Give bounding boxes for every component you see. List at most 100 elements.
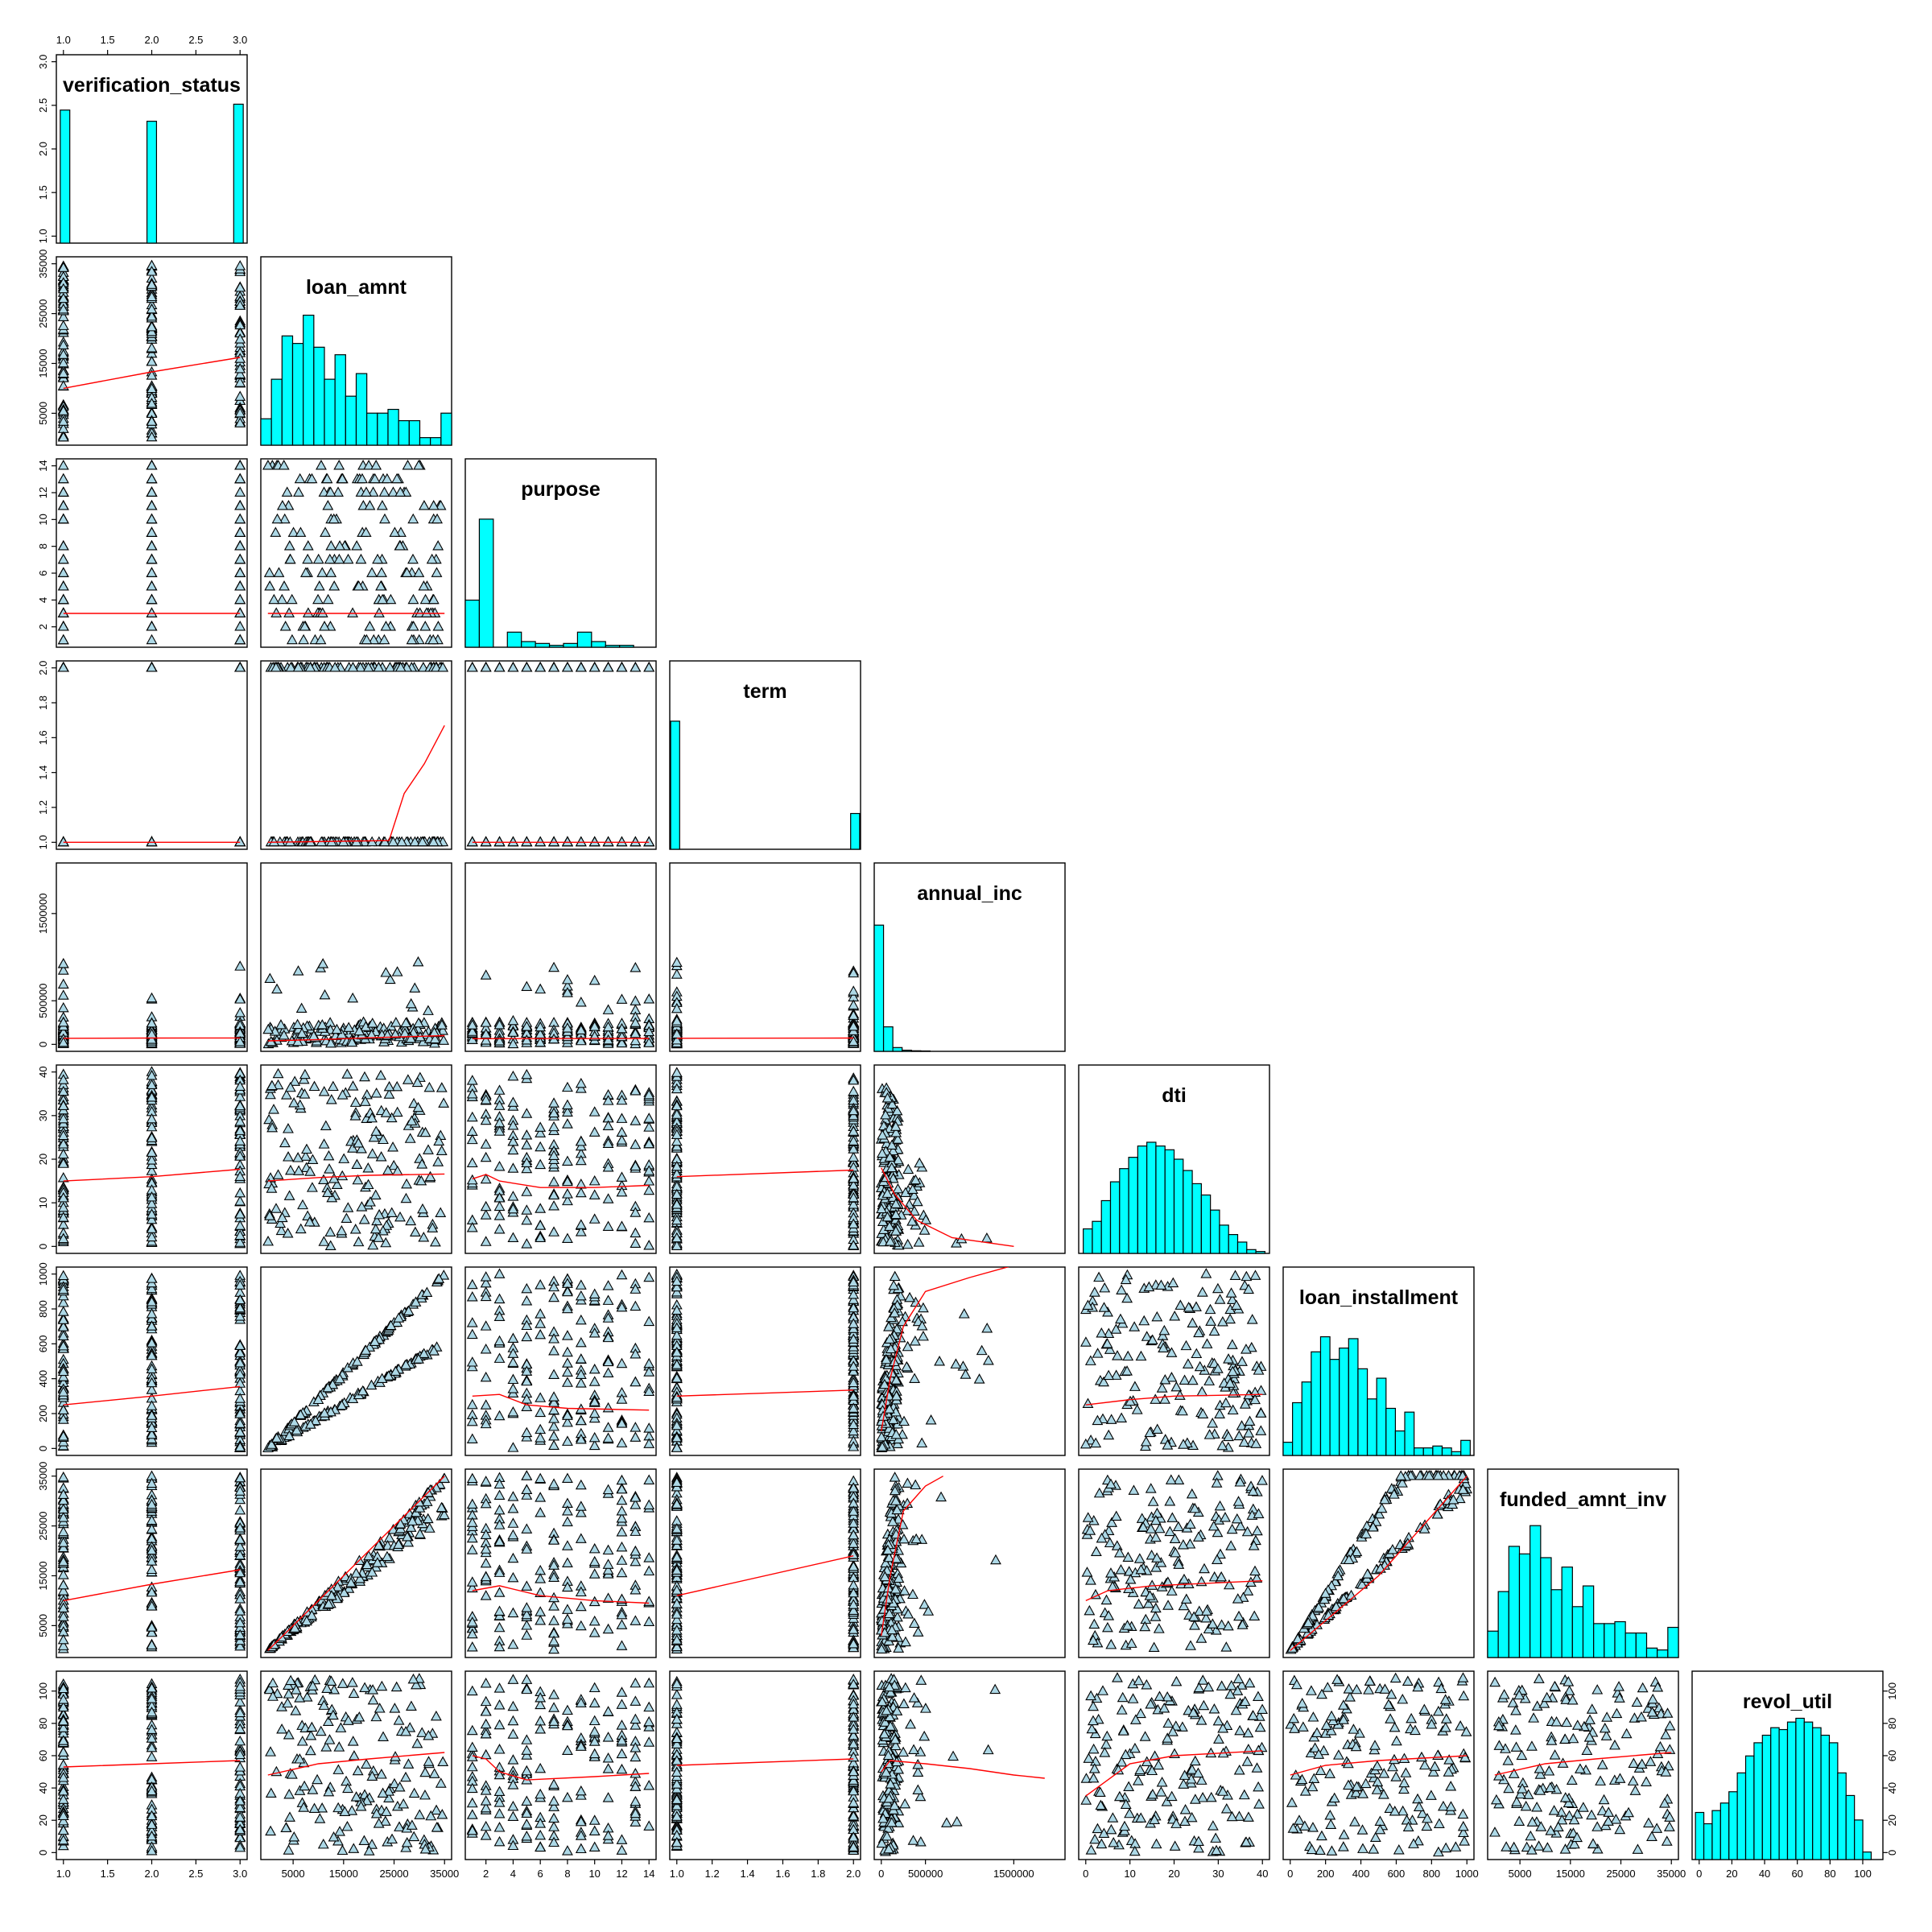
data-point [1191,1301,1202,1311]
data-point [877,1129,889,1140]
data-point [319,621,331,631]
smooth-line [472,1393,650,1411]
data-point [304,1166,316,1176]
hist-bar-loan_amnt-7 [334,354,346,446]
data-point [302,540,314,551]
data-point [521,1139,533,1150]
data-point [916,1437,928,1448]
variable-label-dti: dti [1162,1084,1187,1107]
data-point [358,1213,370,1224]
data-point [353,1236,365,1247]
data-point [562,1557,573,1568]
data-point [234,1229,246,1241]
data-point [1191,1348,1203,1359]
data-point [1226,1339,1238,1349]
data-point [886,1624,898,1635]
data-point [57,989,69,1000]
data-point [1236,1420,1248,1430]
data-point [427,593,440,605]
data-point [1177,1539,1189,1550]
data-point [57,1314,69,1324]
data-point [480,1138,492,1149]
hist-bar-loan_amnt-15 [419,437,431,446]
hist-bar-loan_amnt-1 [270,378,283,446]
data-point [57,958,69,968]
data-point [886,1162,898,1173]
data-point [881,1593,894,1604]
data-point [1220,1397,1232,1408]
data-point [480,1271,492,1282]
data-point [268,836,280,847]
data-point [146,291,158,302]
data-point [671,1188,683,1199]
data-point [292,965,304,976]
data-point [848,1624,860,1634]
smooth-line [881,1167,1014,1247]
data-point [616,1418,628,1428]
data-point [234,1302,246,1313]
data-point [1178,1439,1189,1449]
data-point [336,473,349,484]
panel-dti-vs-verification_status [56,1064,248,1254]
data-point [234,500,246,510]
data-point [146,1154,158,1165]
data-point [562,1346,573,1357]
scatter-points [671,1472,860,1654]
data-point [146,1069,158,1080]
data-point [234,580,246,591]
data-point [575,1506,587,1517]
data-point [521,1238,533,1249]
data-point [391,966,403,976]
data-point [299,567,312,577]
data-point [57,1290,69,1301]
data-point [898,1533,910,1544]
data-point [602,1220,614,1231]
data-point [146,1308,158,1319]
data-point [57,1321,69,1331]
data-point [302,1210,314,1220]
hist-bar-dti-17 [1236,1241,1248,1254]
data-point [881,1544,894,1555]
data-point [1216,1619,1228,1629]
data-point [671,1523,683,1534]
data-point [1203,1375,1216,1385]
panel-frame [464,1468,657,1658]
data-point [1142,1598,1154,1608]
data-point [887,1145,899,1156]
scatter-points [57,1066,246,1249]
data-point [400,1192,412,1203]
data-point [270,526,282,537]
data-point [548,1478,559,1488]
data-point [466,836,478,847]
data-point [234,553,246,564]
data-point [285,662,297,672]
panel-frame [873,1468,1066,1658]
data-point [1214,1294,1226,1304]
data-point [146,580,158,591]
data-point [1150,1562,1162,1572]
data-point [575,1077,587,1088]
data-point [588,836,601,847]
data-point [333,553,345,564]
data-point [57,1201,69,1212]
data-point [548,1643,559,1654]
data-point [432,621,444,631]
data-point [234,1616,246,1628]
data-point [367,1239,379,1250]
panel-dti-vs-purpose [464,1064,657,1254]
data-point [234,1187,246,1198]
data-point [898,1585,910,1596]
data-point [480,1200,492,1212]
data-point [630,1525,642,1536]
data-point [535,1021,547,1032]
data-point [1193,1605,1205,1616]
hist-bar-loan_installment-12 [1394,1430,1406,1456]
data-point [588,1396,601,1406]
data-point [562,1188,573,1199]
data-point [57,1138,69,1149]
panel-loan_installment-vs-purpose [464,1266,657,1456]
data-point [493,1641,506,1652]
panel-annual_inc-vs-loan_amnt [260,862,452,1052]
data-point [362,662,374,672]
data-point [57,621,69,631]
